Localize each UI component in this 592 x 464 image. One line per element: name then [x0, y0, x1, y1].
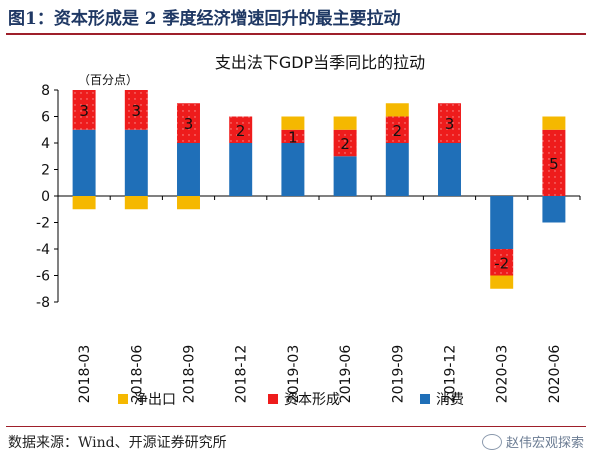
legend-swatch: [118, 394, 128, 404]
data-label: 3: [132, 102, 142, 120]
legend-label: 资本形成: [284, 392, 340, 408]
data-label: 5: [549, 155, 559, 173]
legend-label: 消费: [436, 392, 464, 408]
bar-segment-净出口: [385, 103, 409, 117]
bar-segment-净出口: [333, 116, 357, 130]
x-tick-label: 2018-12: [234, 345, 250, 404]
x-tick-label: 2018-09: [182, 345, 198, 404]
bar-texture: [124, 90, 148, 130]
bar-segment-消费: [177, 143, 200, 196]
x-tick-label: 2019-03: [286, 345, 302, 404]
bar-segment-消费: [72, 129, 96, 196]
y-tick-label: -8: [36, 295, 50, 311]
source-divider: [6, 426, 586, 427]
x-tick-label: 2018-03: [77, 345, 93, 404]
bar-segment-消费: [281, 143, 305, 196]
bar-texture: [385, 116, 409, 143]
y-axis-unit-label: （百分点）: [78, 73, 138, 87]
bar-segment-消费: [333, 156, 357, 196]
data-label: 2: [236, 122, 246, 140]
bar-texture: [438, 103, 461, 143]
x-tick-label: 2019-09: [390, 345, 406, 404]
source-note: 数据来源：Wind、开源证券研究所: [8, 435, 227, 451]
bar-texture: [490, 249, 514, 276]
bar-segment-消费: [438, 143, 461, 196]
data-label: 3: [184, 115, 194, 133]
bar-segment-消费: [229, 143, 253, 196]
data-label: 3: [445, 115, 455, 133]
data-label: 2: [393, 122, 403, 140]
y-tick-label: -6: [36, 269, 50, 285]
bar-texture: [333, 129, 357, 157]
bar-texture: [177, 103, 200, 143]
figure-title: 图1：资本形成是 2 季度经济增速回升的最主要拉动: [8, 9, 401, 29]
watermark: 赵伟宏观探索: [481, 432, 584, 451]
y-tick-label: -2: [36, 216, 50, 232]
x-tick-label: 2019-06: [338, 345, 354, 404]
x-tick-label: 2019-12: [443, 345, 459, 404]
chart-title: 支出法下GDP当季同比的拉动: [215, 53, 425, 72]
wechat-icon: [481, 433, 502, 450]
bar-texture: [281, 129, 305, 143]
bar-texture: [72, 90, 96, 130]
x-tick-label: 2020-06: [547, 345, 563, 404]
y-tick-label: 0: [41, 189, 50, 205]
bar-segment-净出口: [542, 116, 566, 130]
bar-texture: [229, 116, 253, 143]
x-tick-label: 2018-06: [129, 345, 145, 404]
stacked-bar-chart: 支出法下GDP当季同比的拉动 （百分点） -8 -6 -4 -2 0 2 4 6 8 3 2018-…: [36, 53, 581, 408]
bar-segment-净出口: [72, 196, 96, 210]
data-label: 1: [288, 128, 298, 146]
bar-texture: [542, 129, 566, 196]
y-tick-label: 6: [41, 110, 50, 126]
y-tick-label: -4: [36, 242, 50, 258]
bar-segment-消费: [490, 196, 514, 249]
bar-segment-消费: [385, 143, 409, 196]
bar-segment-净出口: [281, 116, 305, 130]
legend-swatch: [420, 394, 430, 404]
legend-label: 净出口: [134, 392, 176, 408]
y-tick-label: 4: [41, 136, 50, 152]
watermark-text: 赵伟宏观探索: [505, 436, 584, 451]
title-divider: [6, 33, 586, 35]
bar-segment-净出口: [490, 275, 514, 289]
y-tick-label: 8: [41, 83, 50, 99]
legend-swatch: [268, 394, 278, 404]
data-label: 2: [340, 135, 350, 153]
data-label: -2: [494, 254, 509, 272]
y-tick-label: 2: [41, 163, 50, 179]
bar-segment-净出口: [177, 196, 200, 210]
data-label: 3: [79, 102, 89, 120]
bar-segment-净出口: [124, 196, 148, 210]
x-tick-label: 2020-03: [495, 345, 511, 404]
bar-segment-消费: [124, 129, 148, 196]
bar-segment-消费: [542, 196, 566, 223]
